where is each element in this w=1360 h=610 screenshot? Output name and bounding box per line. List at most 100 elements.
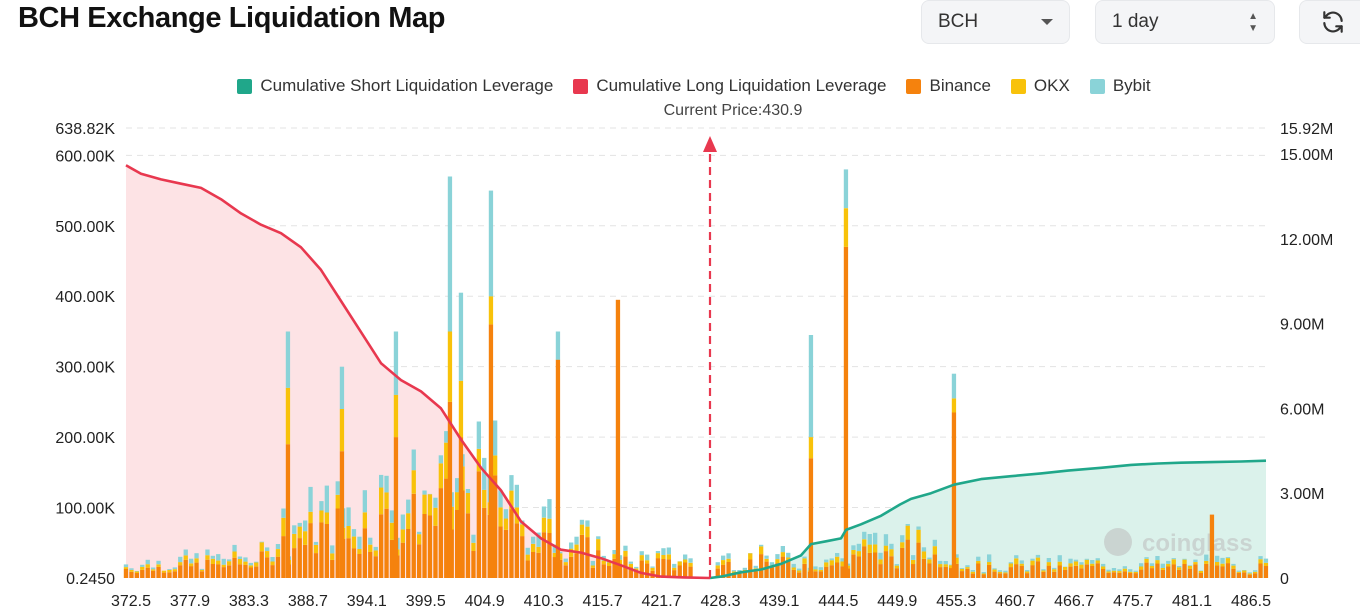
bar-okx [183, 555, 188, 560]
bar-okx [905, 525, 910, 540]
bar-okx [639, 555, 644, 561]
bar-binance [579, 535, 585, 578]
bar-bybit [951, 373, 957, 399]
bar-bybit [395, 537, 400, 550]
bar-bybit [227, 559, 232, 562]
bar-binance [1187, 568, 1193, 578]
legend-okx[interactable]: OKX [1010, 76, 1070, 96]
bar-bybit [324, 485, 329, 513]
bar-binance [731, 572, 737, 578]
bar-okx [493, 455, 498, 476]
bar-okx [1041, 570, 1046, 572]
bar-binance [813, 571, 818, 578]
bar-okx [285, 387, 291, 445]
bar-bybit [286, 556, 291, 560]
bar-binance [129, 571, 134, 578]
bar-binance [905, 539, 910, 578]
bar-binance [156, 566, 161, 578]
bar-binance [308, 523, 313, 578]
legend-bybit[interactable]: Bybit [1089, 76, 1151, 96]
legend-binance[interactable]: Binance [906, 76, 991, 96]
bar-bybit [433, 497, 438, 508]
bar-bybit [536, 532, 541, 547]
bar-binance [552, 557, 557, 578]
bar-bybit [873, 532, 878, 545]
bar-bybit [1139, 563, 1144, 567]
svg-text:coinglass: coinglass [1142, 530, 1253, 557]
bar-okx [780, 552, 785, 557]
refresh-button[interactable] [1299, 0, 1360, 44]
bar-bybit [579, 519, 585, 525]
bar-okx [248, 565, 253, 568]
bar-okx [1258, 559, 1263, 564]
bar-bybit [813, 566, 818, 570]
bar-okx [254, 562, 259, 567]
x-tick-label: 428.3 [700, 593, 740, 610]
bar-bybit [1030, 558, 1035, 561]
bar-bybit [237, 556, 243, 559]
bar-okx [351, 536, 357, 549]
legend-long-cumulative[interactable]: Cumulative Long Liquidation Leverage [573, 76, 886, 96]
bar-binance [194, 562, 199, 578]
bar-binance [514, 523, 519, 578]
bar-binance [368, 552, 373, 578]
bar-bybit [1160, 563, 1165, 568]
bar-okx [1111, 570, 1117, 573]
bar-bybit [954, 554, 959, 558]
bar-binance [339, 451, 345, 578]
bar-bybit [1003, 570, 1008, 573]
bar-binance [1052, 571, 1057, 578]
x-tick-label: 460.7 [995, 593, 1035, 610]
bar-okx [851, 549, 856, 555]
bar-bybit [145, 559, 150, 565]
bar-okx [243, 561, 248, 565]
bar-binance [808, 458, 814, 578]
bar-bybit [683, 554, 688, 560]
bar-bybit [1008, 562, 1013, 564]
bar-okx [411, 470, 416, 494]
bar-binance [393, 437, 399, 578]
bar-binance [1209, 566, 1214, 578]
bar-binance [1111, 572, 1117, 578]
bar-bybit [987, 554, 992, 563]
range-select[interactable]: 1 day ▲ ▼ [1095, 0, 1275, 44]
bar-bybit [444, 431, 449, 443]
bar-bybit [786, 552, 791, 558]
y-left-tick-label: 600.00K [55, 148, 115, 165]
bar-bybit [970, 570, 975, 572]
bar-binance [824, 566, 829, 578]
bar-bybit [943, 561, 948, 565]
bar-bybit [379, 474, 384, 488]
bar-bybit [123, 564, 129, 568]
bar-binance [406, 529, 411, 578]
bar-bybit [742, 567, 747, 570]
bar-bybit [313, 541, 319, 545]
bar-binance [227, 565, 232, 578]
bar-bybit [596, 536, 601, 540]
y-right-tick-label: 12.00M [1280, 232, 1333, 249]
bar-okx [845, 565, 851, 569]
bar-binance [997, 573, 1003, 578]
coin-select[interactable]: BCH [921, 0, 1070, 44]
bar-binance [270, 565, 275, 578]
bar-okx [1236, 571, 1241, 573]
legend-short-cumulative[interactable]: Cumulative Short Liquidation Leverage [237, 76, 553, 96]
bar-okx [672, 567, 677, 571]
bar-bybit [476, 421, 481, 449]
bar-binance [1144, 562, 1149, 578]
bar-bybit [607, 561, 612, 563]
bar-binance [335, 508, 340, 578]
y-left-tick-label: 300.00K [55, 360, 115, 377]
bar-okx [194, 558, 199, 563]
bar-bybit [167, 569, 172, 570]
bar-okx [1149, 566, 1155, 569]
bar-okx [835, 556, 840, 563]
bar-bybit [932, 539, 937, 547]
x-tick-label: 383.3 [229, 593, 269, 610]
bar-okx [677, 561, 682, 566]
bar-bybit [856, 543, 861, 552]
bar-bybit [590, 560, 595, 566]
bar-binance [780, 556, 785, 578]
bar-binance [525, 560, 530, 578]
bar-okx [655, 553, 661, 559]
